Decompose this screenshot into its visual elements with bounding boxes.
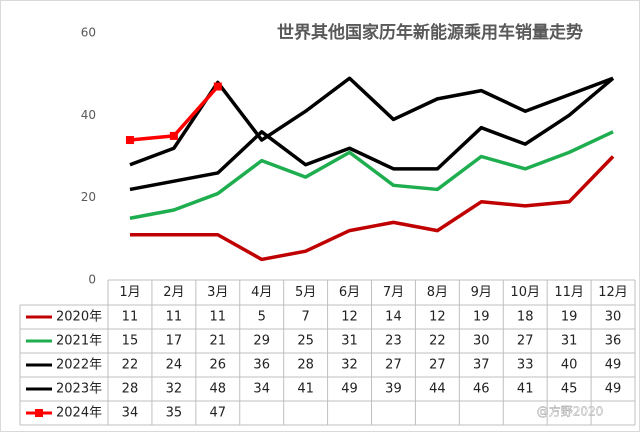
line-series	[129, 155, 615, 262]
table-value: 5	[258, 310, 266, 325]
table-value: 17	[166, 334, 183, 349]
table-value: 47	[210, 406, 227, 421]
table-value: 27	[517, 334, 534, 349]
table-value: 11	[122, 310, 139, 325]
table-value: 23	[385, 334, 402, 349]
table-value: 41	[517, 382, 534, 397]
x-tick-label: 6月	[339, 285, 360, 300]
table-value: 35	[166, 406, 183, 421]
table-value: 33	[517, 358, 534, 373]
table-value: 31	[561, 334, 578, 349]
x-tick-label: 11月	[554, 285, 584, 300]
marker	[213, 82, 222, 91]
table-value: 14	[385, 310, 402, 325]
marker	[169, 131, 178, 140]
table-value: 12	[429, 310, 446, 325]
table-value: 30	[605, 310, 622, 325]
table-value: 46	[473, 382, 490, 397]
legend-marker	[35, 409, 43, 417]
table-value: 37	[473, 358, 490, 373]
table-value: 39	[385, 382, 402, 397]
watermark: @方野2020	[537, 404, 604, 419]
table-value: 15	[122, 334, 139, 349]
table-value: 22	[429, 334, 446, 349]
legend-label: 2022年	[56, 358, 102, 373]
chart-title: 世界其他国家历年新能源乘用车销量走势	[277, 22, 583, 43]
y-tick-label: 0	[88, 273, 96, 287]
table-value: 32	[341, 358, 358, 373]
table-value: 31	[341, 334, 358, 349]
table-value: 11	[210, 310, 227, 325]
table-value: 49	[605, 382, 622, 397]
table-value: 48	[210, 382, 227, 397]
x-tick-label: 1月	[119, 285, 140, 300]
table-value: 34	[253, 382, 270, 397]
table-value: 44	[429, 382, 446, 397]
table-value: 25	[297, 334, 314, 349]
table-value: 7	[301, 310, 309, 325]
table-value: 21	[210, 334, 227, 349]
table-value: 19	[561, 310, 578, 325]
table-value: 22	[122, 358, 139, 373]
x-tick-label: 12月	[598, 285, 628, 300]
table-value: 28	[297, 358, 314, 373]
table-value: 12	[341, 310, 358, 325]
x-tick-label: 9月	[471, 285, 492, 300]
line-series	[129, 130, 614, 220]
table-value: 27	[429, 358, 446, 373]
x-tick-label: 4月	[251, 285, 272, 300]
x-tick-label: 2月	[163, 285, 184, 300]
line-series	[129, 76, 615, 192]
table-value: 30	[473, 334, 490, 349]
legend-label: 2021年	[56, 334, 102, 349]
x-tick-label: 5月	[295, 285, 316, 300]
table-value: 45	[561, 382, 578, 397]
table-value: 49	[341, 382, 358, 397]
legend-label: 2023年	[56, 382, 102, 397]
table-value: 40	[561, 358, 578, 373]
table-value: 19	[473, 310, 490, 325]
table-value: 34	[122, 406, 139, 421]
table-value: 32	[166, 382, 183, 397]
x-tick-label: 7月	[383, 285, 404, 300]
table-value: 29	[253, 334, 270, 349]
table-value: 36	[605, 334, 622, 349]
table-value: 26	[210, 358, 227, 373]
y-tick-label: 60	[81, 26, 96, 40]
x-tick-label: 3月	[207, 285, 228, 300]
table-value: 41	[297, 382, 314, 397]
table-value: 49	[605, 358, 622, 373]
legend-label: 2024年	[56, 406, 102, 421]
y-tick-label: 20	[81, 190, 96, 204]
table-value: 18	[517, 310, 534, 325]
table-value: 11	[166, 310, 183, 325]
table-value: 27	[385, 358, 402, 373]
table-value: 24	[166, 358, 183, 373]
marker	[125, 136, 134, 145]
x-tick-label: 10月	[510, 285, 540, 300]
table-value: 28	[122, 382, 139, 397]
x-tick-label: 8月	[427, 285, 448, 300]
legend-label: 2020年	[56, 310, 102, 325]
table-value: 36	[253, 358, 270, 373]
y-tick-label: 40	[81, 108, 96, 122]
